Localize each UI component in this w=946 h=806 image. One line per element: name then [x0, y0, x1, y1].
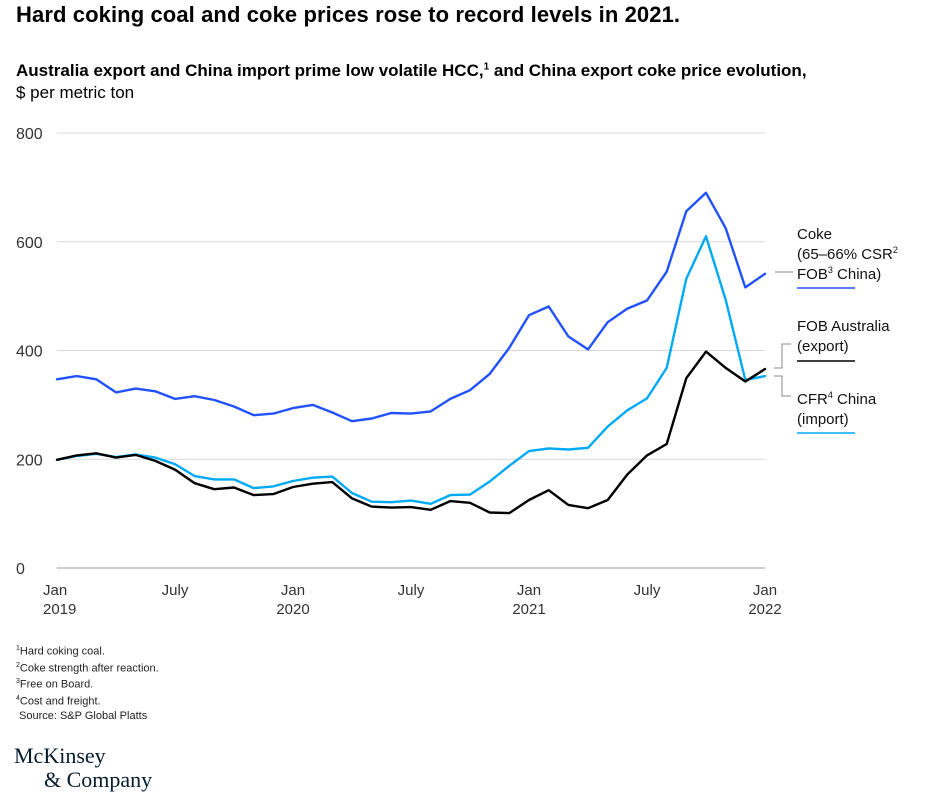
- y-tick-label: 0: [16, 561, 25, 578]
- x-tick-label: July: [634, 582, 661, 599]
- logo-line-1: McKinsey: [14, 743, 106, 768]
- y-tick-label: 400: [16, 344, 43, 361]
- x-tick-year-label: 2021: [512, 601, 545, 618]
- fob-label-line: FOB Australia: [797, 318, 890, 335]
- logo-line-2: & Company: [44, 767, 153, 792]
- x-tick-year-label: 2020: [276, 601, 309, 618]
- chart-headline: Hard coking coal and coke prices rose to…: [16, 2, 681, 27]
- footnote-2: 2Coke strength after reaction.: [16, 661, 159, 675]
- y-tick-labels: 0 200 400 600 800: [16, 126, 43, 578]
- line-chart: 0 200 400 600 800 Jan 2019 July Jan 2020 July Jan 2…: [16, 126, 898, 618]
- y-tick-label: 600: [16, 235, 43, 252]
- x-tick-labels: Jan 2019 July Jan 2020 July Jan 2021 July Jan 2022: [43, 582, 782, 618]
- series-labels: Coke (65–66% CSR2 FOB3 China) FOB Australia…: [774, 226, 898, 434]
- series-lines: [55, 191, 767, 515]
- units-label: $ per metric ton: [16, 83, 135, 102]
- footnote-3: 3Free on Board.: [16, 678, 94, 691]
- cfr-leader-line: [774, 375, 791, 397]
- x-tick-label: Jan: [753, 582, 777, 599]
- footnote-4: 4Cost and freight.: [16, 694, 101, 708]
- source-note: Source: S&P Global Platts: [19, 709, 148, 722]
- x-tick-label: Jan: [517, 582, 541, 599]
- fob-leader-line: [774, 343, 791, 369]
- fob-label-line: (export): [797, 338, 849, 355]
- cfr-label-line: (import): [797, 411, 849, 428]
- chart-subtitle: Australia export and China import prime …: [16, 61, 807, 80]
- x-tick-year-label: 2019: [43, 601, 76, 618]
- coke-label-line: (65–66% CSR2: [797, 245, 898, 263]
- cfr-label-line: CFR4 China: [797, 390, 877, 408]
- footnote-1: 1Hard coking coal.: [16, 645, 105, 658]
- series-line-fob_australia: [55, 350, 767, 515]
- y-tick-label: 800: [16, 126, 43, 143]
- x-tick-label: Jan: [43, 582, 67, 599]
- gridlines: [57, 132, 765, 569]
- x-tick-label: July: [398, 582, 425, 599]
- series-line-coke: [55, 191, 767, 423]
- mckinsey-logo: McKinsey & Company: [14, 744, 152, 792]
- coke-label-line: FOB3 China): [797, 265, 881, 283]
- x-tick-label: July: [162, 582, 189, 599]
- y-tick-label: 200: [16, 452, 43, 469]
- x-tick-label: Jan: [281, 582, 305, 599]
- x-tick-year-label: 2022: [748, 601, 781, 618]
- footnotes: 1Hard coking coal. 2Coke strength after …: [16, 642, 159, 723]
- series-line-cfr_china: [55, 235, 767, 505]
- coke-label-line: Coke: [797, 226, 832, 243]
